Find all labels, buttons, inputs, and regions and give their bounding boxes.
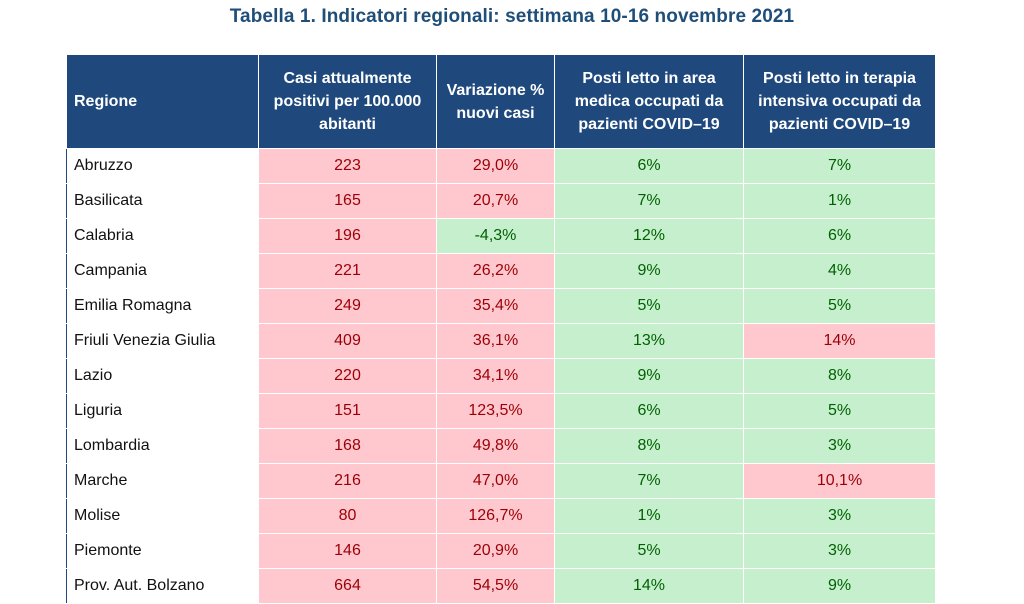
- medical-beds-cell: 1%: [554, 498, 744, 534]
- medical-beds-cell: 6%: [554, 393, 744, 429]
- positive-cases-cell: 216: [258, 463, 437, 499]
- icu-beds-cell: 14%: [743, 323, 936, 359]
- table-row: Molise 80 126,7% 1% 3%: [66, 498, 936, 534]
- medical-beds-cell: 6%: [554, 148, 744, 184]
- region-name-cell: Lombardia: [66, 428, 259, 464]
- region-name-cell: Molise: [66, 498, 259, 534]
- regional-indicators-table: Regione Casi attualmente positivi per 10…: [66, 54, 936, 604]
- icu-beds-cell: 3%: [743, 498, 936, 534]
- table-row: Friuli Venezia Giulia 409 36,1% 13% 14%: [66, 323, 936, 359]
- table-row: Calabria 196 -4,3% 12% 6%: [66, 218, 936, 254]
- medical-beds-cell: 12%: [554, 218, 744, 254]
- region-name-cell: Lazio: [66, 358, 259, 394]
- new-cases-variation-cell: 36,1%: [436, 323, 555, 359]
- medical-beds-cell: 13%: [554, 323, 744, 359]
- positive-cases-cell: 80: [258, 498, 437, 534]
- table-body: Abruzzo 223 29,0% 6% 7% Basilicata 165 20,7% 7% 1…: [66, 148, 936, 604]
- icu-beds-cell: 9%: [743, 568, 936, 604]
- region-name-cell: Friuli Venezia Giulia: [66, 323, 259, 359]
- positive-cases-cell: 664: [258, 568, 437, 604]
- table-row: Piemonte 146 20,9% 5% 3%: [66, 533, 936, 569]
- region-name-cell: Marche: [66, 463, 259, 499]
- icu-beds-cell: 7%: [743, 148, 936, 184]
- medical-beds-cell: 9%: [554, 358, 744, 394]
- table-row: Abruzzo 223 29,0% 6% 7%: [66, 148, 936, 184]
- medical-beds-cell: 5%: [554, 533, 744, 569]
- new-cases-variation-cell: 47,0%: [436, 463, 555, 499]
- medical-beds-cell: 14%: [554, 568, 744, 604]
- new-cases-variation-cell: 20,9%: [436, 533, 555, 569]
- region-name-cell: Piemonte: [66, 533, 259, 569]
- icu-beds-cell: 10,1%: [743, 463, 936, 499]
- region-name-cell: Liguria: [66, 393, 259, 429]
- new-cases-variation-cell: 26,2%: [436, 253, 555, 289]
- region-name-cell: Campania: [66, 253, 259, 289]
- positive-cases-cell: 249: [258, 288, 437, 324]
- positive-cases-cell: 409: [258, 323, 437, 359]
- positive-cases-cell: 168: [258, 428, 437, 464]
- medical-beds-cell: 7%: [554, 463, 744, 499]
- new-cases-variation-cell: 29,0%: [436, 148, 555, 184]
- icu-beds-cell: 4%: [743, 253, 936, 289]
- table-row: Lazio 220 34,1% 9% 8%: [66, 358, 936, 394]
- table-row: Liguria 151 123,5% 6% 5%: [66, 393, 936, 429]
- region-name-cell: Calabria: [66, 218, 259, 254]
- new-cases-variation-cell: 20,7%: [436, 183, 555, 219]
- icu-beds-cell: 5%: [743, 393, 936, 429]
- positive-cases-cell: 223: [258, 148, 437, 184]
- table-title: Tabella 1. Indicatori regionali: settima…: [229, 6, 795, 27]
- medical-beds-cell: 8%: [554, 428, 744, 464]
- header-medical-beds: Posti letto in area medica occupati da p…: [554, 54, 744, 149]
- region-name-cell: Emilia Romagna: [66, 288, 259, 324]
- table-header: Regione Casi attualmente positivi per 10…: [66, 54, 936, 149]
- table-row: Lombardia 168 49,8% 8% 3%: [66, 428, 936, 464]
- new-cases-variation-cell: -4,3%: [436, 218, 555, 254]
- table-row: Marche 216 47,0% 7% 10,1%: [66, 463, 936, 499]
- new-cases-variation-cell: 35,4%: [436, 288, 555, 324]
- new-cases-variation-cell: 34,1%: [436, 358, 555, 394]
- medical-beds-cell: 5%: [554, 288, 744, 324]
- table-row: Campania 221 26,2% 9% 4%: [66, 253, 936, 289]
- table-row: Basilicata 165 20,7% 7% 1%: [66, 183, 936, 219]
- region-name-cell: Abruzzo: [66, 148, 259, 184]
- region-name-cell: Basilicata: [66, 183, 259, 219]
- table-row: Prov. Aut. Bolzano 664 54,5% 14% 9%: [66, 568, 936, 604]
- positive-cases-cell: 220: [258, 358, 437, 394]
- header-row: Regione Casi attualmente positivi per 10…: [66, 54, 936, 149]
- medical-beds-cell: 7%: [554, 183, 744, 219]
- positive-cases-cell: 165: [258, 183, 437, 219]
- medical-beds-cell: 9%: [554, 253, 744, 289]
- new-cases-variation-cell: 54,5%: [436, 568, 555, 604]
- icu-beds-cell: 6%: [743, 218, 936, 254]
- header-new-cases-variation: Variazione % nuovi casi: [436, 54, 555, 149]
- positive-cases-cell: 146: [258, 533, 437, 569]
- region-name-cell: Prov. Aut. Bolzano: [66, 568, 259, 604]
- icu-beds-cell: 3%: [743, 533, 936, 569]
- new-cases-variation-cell: 126,7%: [436, 498, 555, 534]
- table-row: Emilia Romagna 249 35,4% 5% 5%: [66, 288, 936, 324]
- header-positive-cases: Casi attualmente positivi per 100.000 ab…: [258, 54, 437, 149]
- new-cases-variation-cell: 123,5%: [436, 393, 555, 429]
- icu-beds-cell: 5%: [743, 288, 936, 324]
- header-region: Regione: [66, 54, 259, 149]
- positive-cases-cell: 151: [258, 393, 437, 429]
- positive-cases-cell: 221: [258, 253, 437, 289]
- icu-beds-cell: 1%: [743, 183, 936, 219]
- new-cases-variation-cell: 49,8%: [436, 428, 555, 464]
- icu-beds-cell: 8%: [743, 358, 936, 394]
- icu-beds-cell: 3%: [743, 428, 936, 464]
- positive-cases-cell: 196: [258, 218, 437, 254]
- header-icu-beds: Posti letto in terapia intensiva occupat…: [743, 54, 936, 149]
